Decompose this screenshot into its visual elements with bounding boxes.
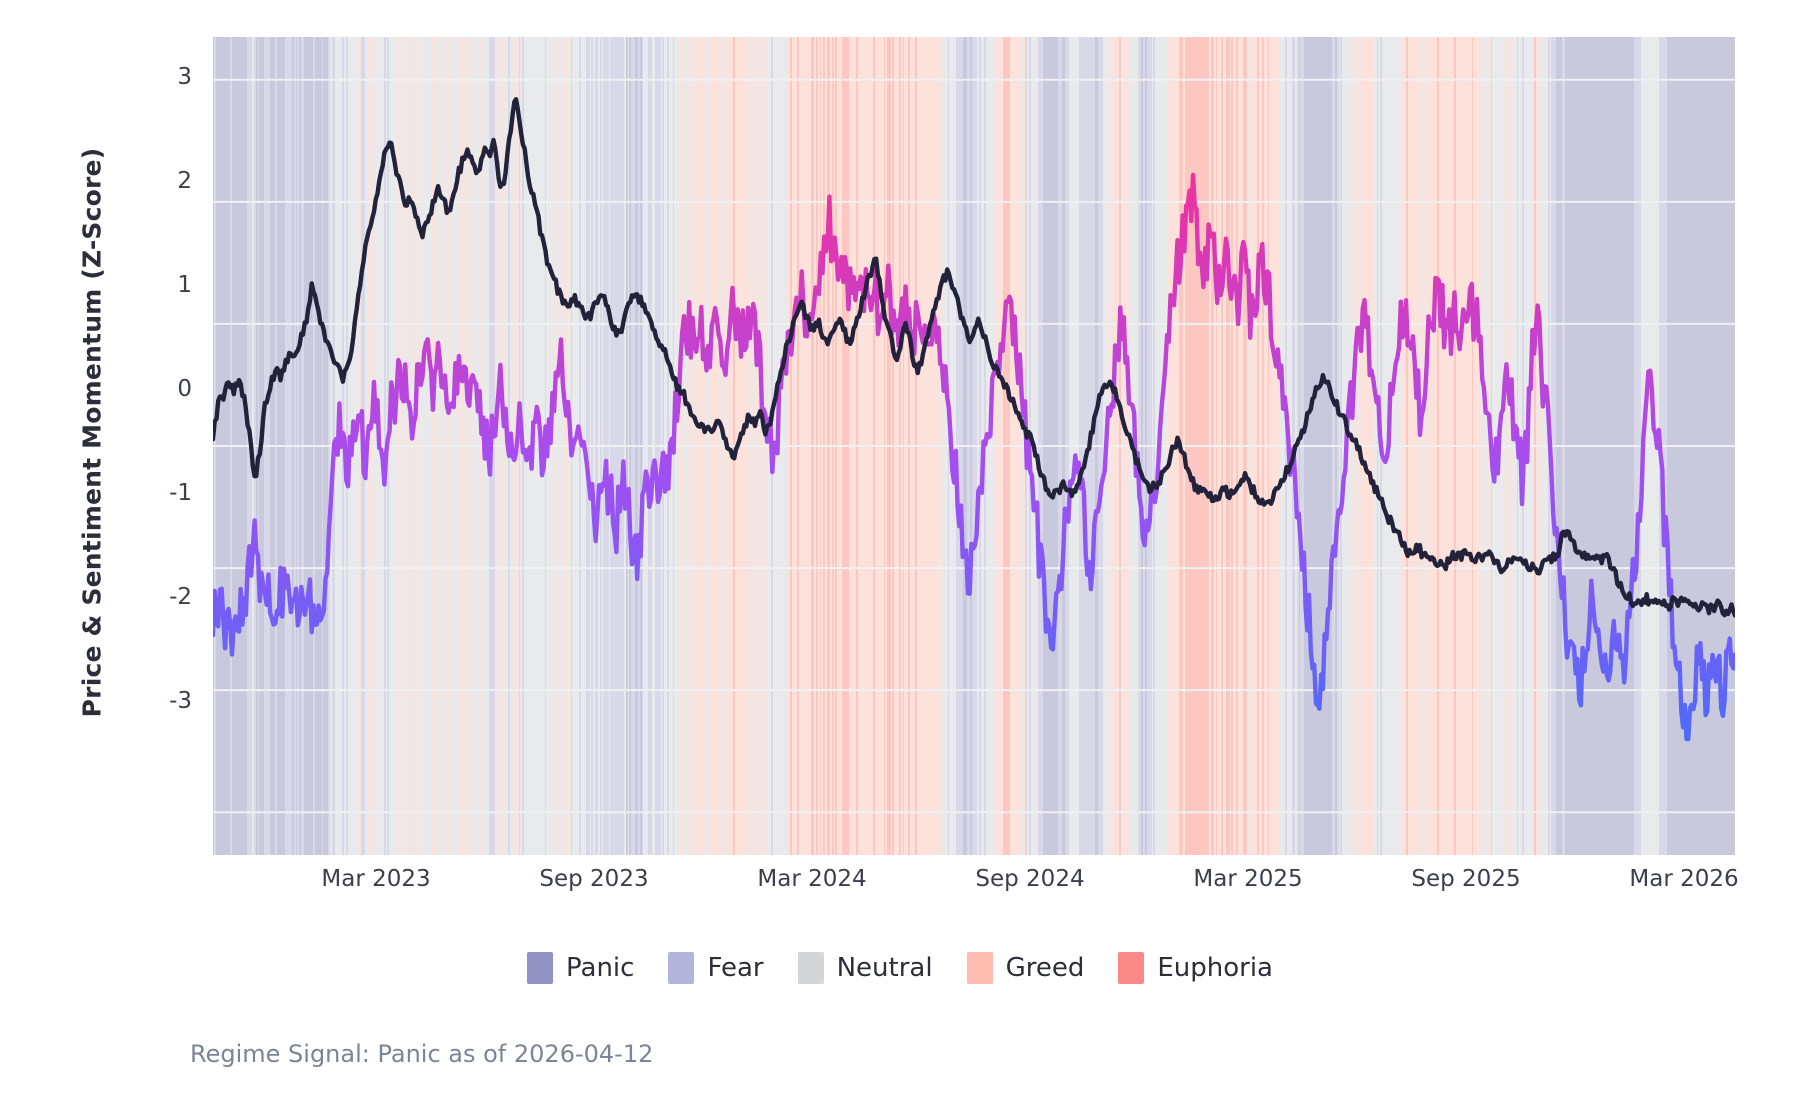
regime-signal-footer: Regime Signal: Panic as of 2026-04-12 <box>190 1040 654 1068</box>
series-layer <box>213 78 1735 814</box>
legend-label: Greed <box>1005 953 1085 983</box>
x-tick-label: Mar 2023 <box>321 866 431 892</box>
legend-swatch-fear <box>668 952 695 984</box>
x-tick-label: Sep 2023 <box>539 866 649 892</box>
legend-label: Panic <box>566 953 635 983</box>
chart-plot-area <box>213 37 1735 855</box>
y-tick-label: -1 <box>169 480 192 506</box>
legend-swatch-greed <box>966 952 993 984</box>
legend-swatch-euphoria <box>1118 952 1145 984</box>
legend-item-euphoria[interactable]: Euphoria <box>1118 952 1273 984</box>
y-tick-label: 1 <box>177 272 192 298</box>
x-tick-label: Sep 2025 <box>1411 866 1521 892</box>
legend-swatch-neutral <box>797 952 824 984</box>
legend-item-fear[interactable]: Fear <box>668 952 764 984</box>
chart-legend: Panic Fear Neutral Greed Euphoria <box>0 952 1800 984</box>
y-tick-label: 0 <box>177 376 192 402</box>
legend-item-panic[interactable]: Panic <box>527 952 634 984</box>
price-line <box>213 97 1735 618</box>
x-tick-label: Mar 2026 <box>1629 866 1739 892</box>
x-tick-label: Mar 2024 <box>757 866 867 892</box>
legend-label: Euphoria <box>1157 953 1273 983</box>
x-tick-label: Sep 2024 <box>975 866 1085 892</box>
legend-label: Fear <box>707 953 764 983</box>
gridlines <box>213 78 1735 814</box>
x-tick-label: Mar 2025 <box>1193 866 1303 892</box>
sentiment-line <box>213 172 1735 742</box>
y-tick-label: -3 <box>169 688 192 714</box>
legend-swatch-panic <box>527 952 553 984</box>
legend-item-neutral[interactable]: Neutral <box>797 952 933 984</box>
y-tick-label: -2 <box>169 584 192 610</box>
legend-item-greed[interactable]: Greed <box>966 952 1085 984</box>
y-tick-label: 3 <box>177 64 192 90</box>
legend-label: Neutral <box>836 953 933 983</box>
y-tick-label: 2 <box>177 168 192 194</box>
